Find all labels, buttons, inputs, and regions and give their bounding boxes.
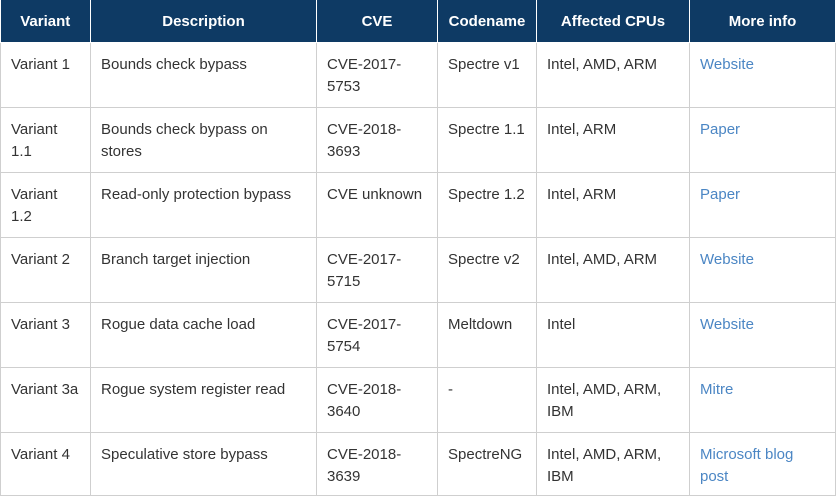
table-row: Variant 1.2 Read-only protection bypass … [0, 172, 836, 238]
cell-codename: SpectreNG [437, 432, 537, 496]
more-info-link[interactable]: Paper [689, 172, 836, 238]
more-info-link[interactable]: Website [689, 302, 836, 368]
more-info-link[interactable]: Microsoft blog post [689, 432, 836, 496]
more-info-link[interactable]: Mitre [689, 367, 836, 433]
header-cve: CVE [316, 0, 438, 43]
cell-cve: CVE unknown [316, 172, 438, 238]
header-more-info: More info [689, 0, 836, 43]
cell-affected-cpus: Intel, ARM [536, 172, 690, 238]
cell-variant: Variant 1.2 [0, 172, 91, 238]
cell-description: Rogue system register read [90, 367, 317, 433]
table-row: Variant 3 Rogue data cache load CVE-2017… [0, 302, 836, 368]
cell-description: Bounds check bypass [90, 42, 317, 108]
cell-description: Rogue data cache load [90, 302, 317, 368]
cell-cve: CVE-2017-5715 [316, 237, 438, 303]
cell-variant: Variant 4 [0, 432, 91, 496]
cell-affected-cpus: Intel, AMD, ARM, IBM [536, 367, 690, 433]
cell-codename: Spectre 1.1 [437, 107, 537, 173]
cell-variant: Variant 1.1 [0, 107, 91, 173]
header-description: Description [90, 0, 317, 43]
cell-description: Bounds check bypass on stores [90, 107, 317, 173]
cell-codename: Spectre v2 [437, 237, 537, 303]
cell-cve: CVE-2018-3640 [316, 367, 438, 433]
cell-variant: Variant 1 [0, 42, 91, 108]
cell-codename: Meltdown [437, 302, 537, 368]
cell-variant: Variant 3a [0, 367, 91, 433]
cell-affected-cpus: Intel [536, 302, 690, 368]
cell-description: Read-only protection bypass [90, 172, 317, 238]
more-info-link[interactable]: Website [689, 42, 836, 108]
cell-codename: Spectre v1 [437, 42, 537, 108]
cell-affected-cpus: Intel, AMD, ARM [536, 42, 690, 108]
table-row: Variant 2 Branch target injection CVE-20… [0, 237, 836, 303]
cell-variant: Variant 3 [0, 302, 91, 368]
cell-variant: Variant 2 [0, 237, 91, 303]
header-variant: Variant [0, 0, 91, 43]
cell-codename: - [437, 367, 537, 433]
cell-cve: CVE-2017-5754 [316, 302, 438, 368]
cell-affected-cpus: Intel, AMD, ARM [536, 237, 690, 303]
cell-affected-cpus: Intel, ARM [536, 107, 690, 173]
cell-cve: CVE-2017-5753 [316, 42, 438, 108]
cell-affected-cpus: Intel, AMD, ARM, IBM [536, 432, 690, 496]
table-row: Variant 1.1 Bounds check bypass on store… [0, 107, 836, 173]
header-codename: Codename [437, 0, 537, 43]
cell-codename: Spectre 1.2 [437, 172, 537, 238]
header-affected-cpus: Affected CPUs [536, 0, 690, 43]
cell-description: Speculative store bypass [90, 432, 317, 496]
more-info-link[interactable]: Website [689, 237, 836, 303]
table-row: Variant 1 Bounds check bypass CVE-2017-5… [0, 42, 836, 108]
cell-cve: CVE-2018-3693 [316, 107, 438, 173]
more-info-link[interactable]: Paper [689, 107, 836, 173]
cell-cve: CVE-2018-3639 [316, 432, 438, 496]
table-header-row: Variant Description CVE Codename Affecte… [0, 0, 836, 43]
table-row: Variant 3a Rogue system register read CV… [0, 367, 836, 433]
cell-description: Branch target injection [90, 237, 317, 303]
table-row: Variant 4 Speculative store bypass CVE-2… [0, 432, 836, 496]
